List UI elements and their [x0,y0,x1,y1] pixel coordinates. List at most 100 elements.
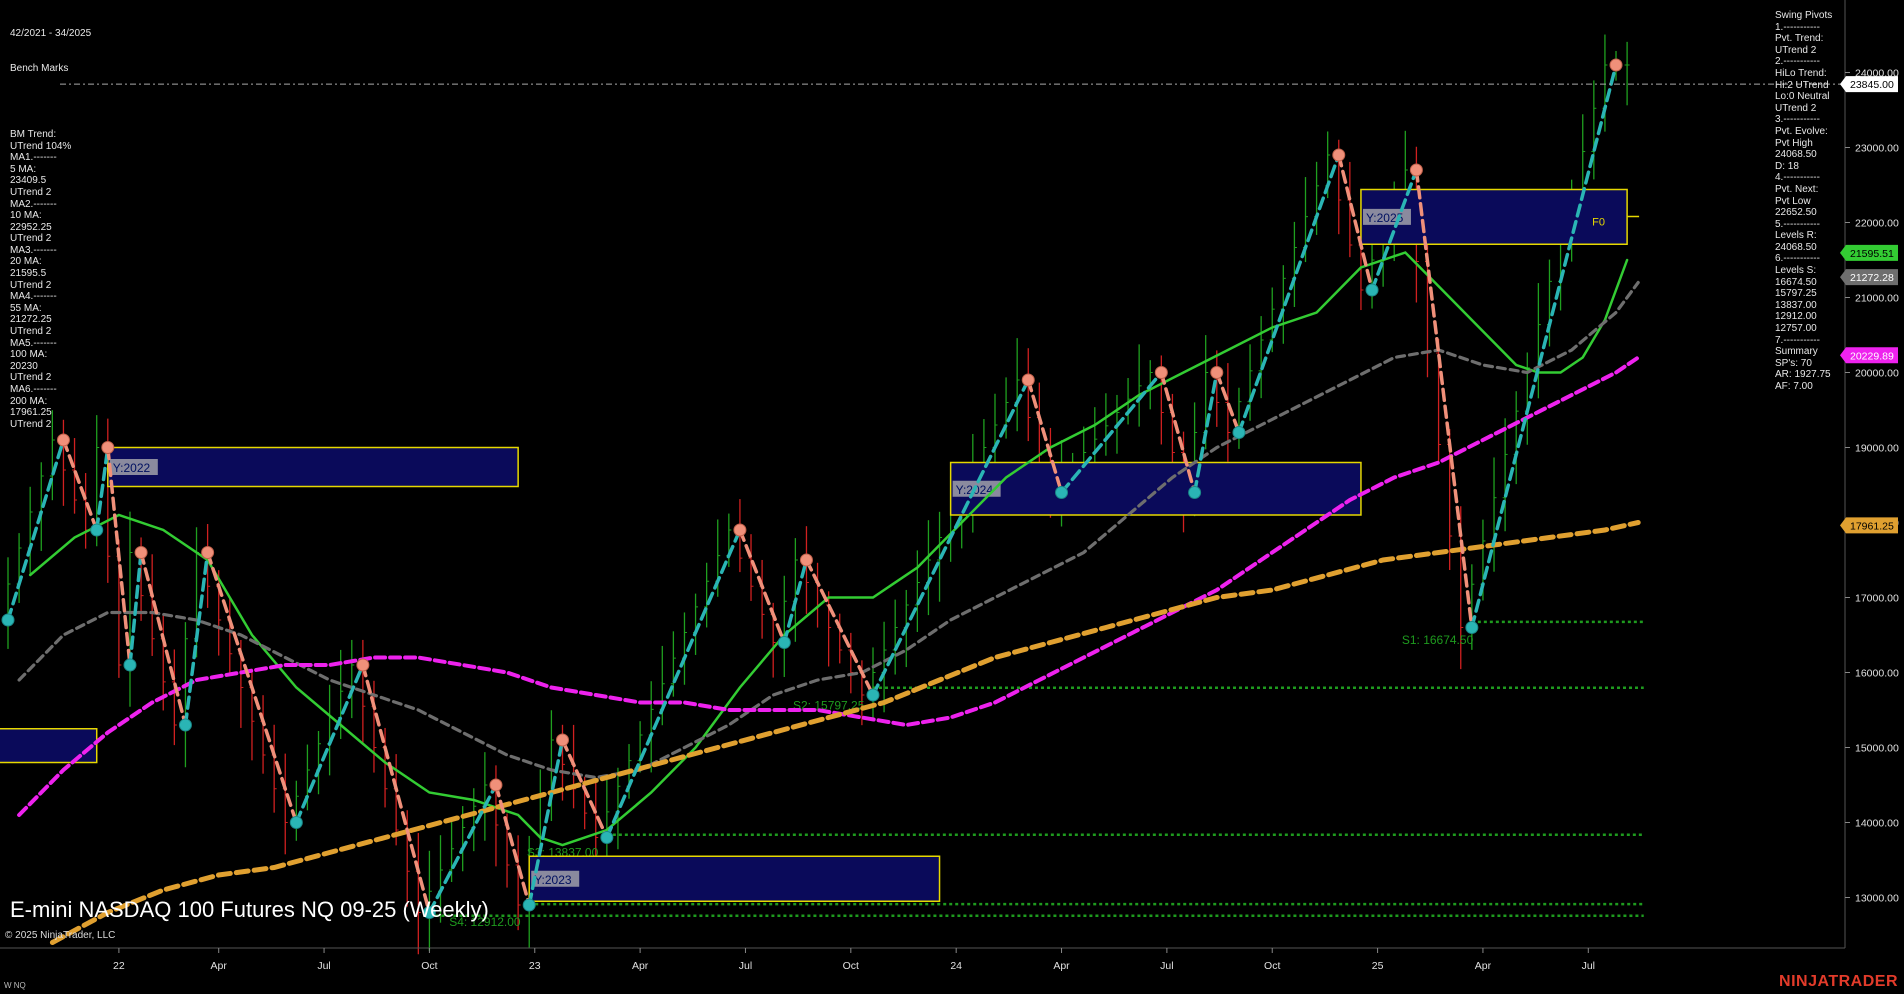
pivot-high-marker [1332,148,1346,162]
pivot-leg-down [139,550,188,727]
benchmark-line: 21272.25 [10,314,52,326]
benchmark-line: UTrend 104% [10,140,72,152]
pivot-leg-up [871,378,1031,697]
benchmark-line: MA2.------- [10,198,57,210]
pivot-low-marker [123,658,137,672]
pivot-low-marker [1465,621,1479,634]
benchmark-line: UTrend 2 [10,372,52,384]
benchmark-line: UTrend 2 [10,418,52,430]
price-marker-label: 21595.51 [1850,248,1894,260]
benchmark-line: UTrend 2 [10,186,52,198]
pivot-high-marker [1210,366,1224,379]
benchmark-line: MA6.------- [10,384,57,395]
pivot-low-marker [1,613,15,627]
support-label: S4: 12912.00 [449,915,521,929]
pivot-leg-up [128,550,143,667]
swing-pivots-panel: Swing Pivots 1.----------- Pvt. Trend: UTre… [1775,10,1832,393]
pivot-high-marker [201,546,215,559]
pivot-leg-up [1192,370,1219,495]
y-tick-label: 17000.00 [1855,593,1899,605]
year-box-label: Y:2022 [113,461,151,475]
pivot-leg-up [294,663,365,825]
pivot-line: Summary [1775,346,1818,358]
pivot-line: UTrend 2 [1775,44,1817,56]
pivot-line: HiLo Trend: [1775,67,1827,79]
benchmark-line: 5 MA: [10,163,37,175]
instrument-title: E-mini NASDAQ 100 Futures NQ 09-25 (Week… [10,897,489,922]
price-marker-tag [1840,244,1898,261]
benchmark-line: BM Trend: [10,128,57,140]
pivot-low-marker [178,718,192,732]
year-box-label-bg [952,480,1001,497]
x-tick-label: Apr [1475,960,1492,972]
pivot-line: Levels S: [1775,265,1817,277]
pivot-line: 4.----------- [1775,172,1820,184]
y-tick-label: 15000.00 [1855,743,1899,755]
y-tick-label: 23000.00 [1855,143,1899,155]
y-tick-label: 19000.00 [1855,443,1899,455]
pivot-high-marker [1154,366,1168,379]
price-marker-tag [1840,347,1898,364]
year-box [949,461,1362,516]
pivot-leg-up [527,738,565,907]
pivot-leg-down [494,783,531,907]
benchmarks-title: Bench Marks [10,62,69,74]
pivot-line: AF: 7.00 [1775,381,1813,392]
benchmark-line: 55 MA: [10,302,42,314]
pivot-line: Pvt. Next: [1775,183,1819,195]
benchmark-line: MA5.------- [10,337,57,349]
pivot-high-marker [101,441,115,454]
year-box [107,446,519,488]
pivot-line: Pvt. Evolve: [1775,125,1828,137]
pivot-line: 24068.50 [1775,149,1817,161]
pivot-line: 24068.50 [1775,241,1817,253]
benchmark-line: MA4.------- [10,291,57,303]
pivot-low-marker [289,816,303,829]
pivot-line: 6.----------- [1775,253,1820,265]
pivot-line: SP's: 70 [1775,357,1812,369]
symbol-code: W NQ [4,981,26,990]
pivot-line: Pvt Low [1775,195,1811,207]
benchmark-line: UTrend 2 [10,279,52,291]
pivot-leg-up [1370,168,1419,292]
moving-averages [17,251,1641,945]
copyright: © 2025 NinjaTrader, LLC [5,930,116,941]
pivot-leg-up [1470,63,1618,630]
x-tick-label: Oct [421,960,437,972]
x-tick-label: 23 [529,960,541,972]
x-tick-label: Jul [1582,960,1595,972]
year-box-label: Y:2025 [1366,211,1404,225]
price-marker-tag [1840,76,1898,93]
x-tick-label: 22 [113,960,125,972]
year-box-label-bg [109,459,158,475]
x-tick-label: Apr [1053,960,1070,972]
benchmark-line: 200 MA: [10,395,48,407]
pivot-line: 2.----------- [1775,56,1820,68]
pivot-leg-down [1337,153,1374,292]
price-marker-tag [1840,517,1898,534]
benchmark-line: MA1.------- [10,152,57,164]
pivot-line: 1.----------- [1775,21,1820,33]
pivot-line: AR: 1927.75 [1775,369,1831,381]
pivot-line: Pvt. Trend: [1775,33,1824,45]
year-box [0,728,98,764]
pivot-line: 5.----------- [1775,218,1820,230]
pivot-leg-down [106,445,132,667]
brand-logo: NINJATRADER [1779,973,1898,990]
year-box [528,855,941,902]
pivot-leg-up [6,438,66,622]
benchmark-line: 10 MA: [10,210,42,222]
benchmarks-panel: 42/2021 - 34/2025 Bench Marks BM Trend: U… [10,5,91,442]
y-tick-label: 13000.00 [1855,893,1899,905]
swing-pivots [1,58,1623,919]
year-box-label-bg [531,870,580,887]
pivot-line: 12757.00 [1775,323,1817,335]
pivot-line: 7.----------- [1775,334,1820,346]
pivot-line: 15797.25 [1775,288,1817,300]
pivot-leg-down [560,738,609,840]
pivot-line: 22652.50 [1775,207,1817,219]
pivot-leg-up [605,528,742,840]
pivot-line: 3.----------- [1775,114,1820,126]
pivot-low-marker [422,906,436,919]
